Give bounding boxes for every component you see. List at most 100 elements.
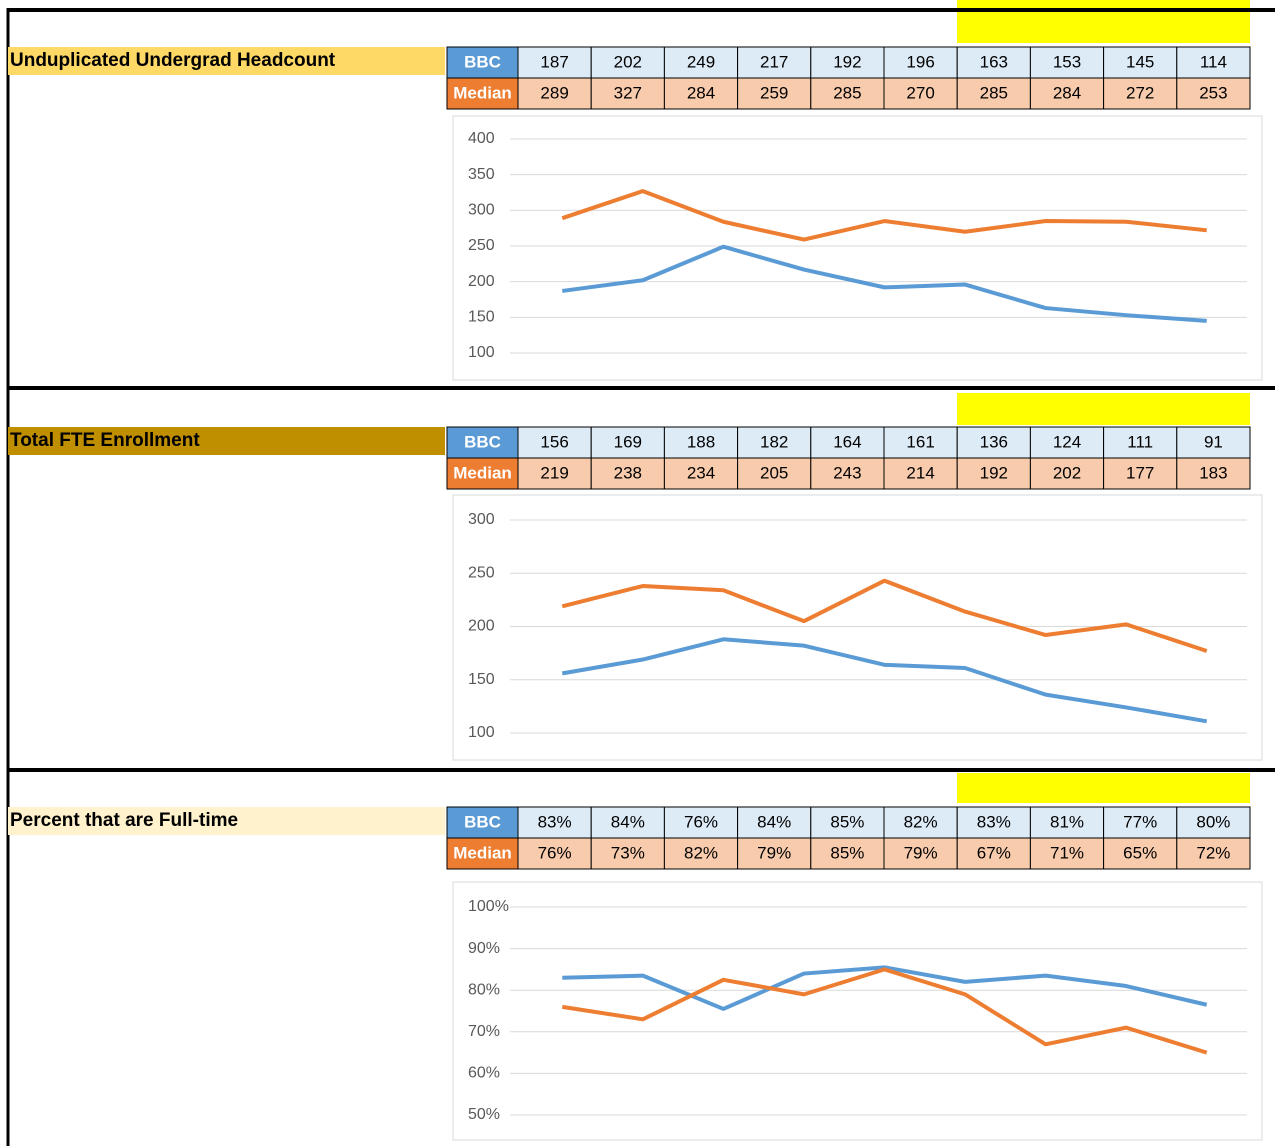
cell: 76% — [538, 843, 572, 862]
cell-bg — [517, 426, 592, 459]
cell: 188 — [687, 432, 715, 451]
cell: 72% — [1196, 843, 1230, 862]
cell-bg — [1029, 837, 1105, 870]
cell-bg — [737, 77, 812, 110]
row-head-bg — [446, 457, 519, 490]
cell: 217 — [760, 52, 788, 71]
cell: 192 — [980, 463, 1008, 482]
chart-box — [452, 494, 1263, 761]
series-line — [561, 189, 1207, 242]
cell-bg — [1176, 806, 1251, 839]
cell: 77% — [1123, 812, 1157, 831]
cell: 82% — [904, 812, 938, 831]
cell: 285 — [833, 83, 861, 102]
cell: 177 — [1126, 463, 1154, 482]
cell-bg — [737, 426, 812, 459]
cell: 238 — [614, 463, 642, 482]
cell-bg — [737, 837, 812, 870]
cell-bg — [810, 426, 885, 459]
cell: 84% — [611, 812, 645, 831]
cell-bg — [737, 46, 812, 79]
y-tick-label: 200 — [468, 618, 495, 635]
y-tick-label: 250 — [468, 237, 495, 254]
y-tick-label: 100% — [468, 898, 509, 915]
cell-bg — [590, 806, 665, 839]
cell: 114 — [1200, 52, 1227, 71]
chart-box — [452, 115, 1263, 381]
y-tick-label: 150 — [468, 671, 495, 688]
cell-bg — [956, 426, 1031, 459]
cell: 163 — [980, 52, 1008, 71]
cell-bg — [1103, 426, 1178, 459]
cell: 76% — [684, 812, 718, 831]
row-head: BBC — [464, 812, 501, 831]
section-label-bg — [8, 47, 445, 75]
cell-bg — [883, 457, 958, 490]
cell: 183 — [1199, 463, 1227, 482]
y-tick-label: 100 — [468, 724, 495, 741]
cell-bg — [1029, 806, 1105, 839]
cell: 91 — [1204, 432, 1223, 451]
cell-bg — [956, 77, 1031, 110]
cell: 79% — [904, 843, 938, 862]
y-tick-label: 70% — [468, 1023, 500, 1040]
cell-bg — [663, 457, 739, 490]
cell: 196 — [906, 52, 934, 71]
cell: 182 — [760, 432, 788, 451]
series-line — [561, 967, 1208, 1055]
cell-bg — [1176, 426, 1251, 459]
cell-bg — [810, 46, 885, 79]
cell-bg — [1176, 837, 1251, 870]
cell: 136 — [980, 432, 1008, 451]
cell: 67% — [977, 843, 1011, 862]
y-tick-label: 250 — [468, 564, 495, 581]
cell: 79% — [757, 843, 791, 862]
cell: 85% — [830, 843, 864, 862]
cell: 202 — [1053, 463, 1081, 482]
y-tick-label: 150 — [468, 309, 495, 326]
y-tick-label: 300 — [468, 202, 495, 219]
cell-bg — [1029, 77, 1105, 110]
cell-bg — [663, 837, 739, 870]
highlight — [957, 773, 1250, 803]
cell-bg — [590, 837, 665, 870]
y-tick-label: 50% — [468, 1106, 500, 1123]
cell-bg — [737, 457, 812, 490]
cell: 243 — [833, 463, 861, 482]
chart-box — [452, 881, 1263, 1141]
y-tick-label: 80% — [468, 981, 500, 998]
cell: 161 — [906, 432, 934, 451]
cell: 81% — [1050, 812, 1084, 831]
cell: 270 — [906, 83, 934, 102]
cell: 187 — [540, 52, 568, 71]
cell-bg — [737, 806, 812, 839]
row-head-bg — [446, 426, 519, 459]
row-head-bg — [446, 837, 519, 870]
cell-bg — [590, 426, 665, 459]
cell-bg — [663, 806, 739, 839]
row-head-bg — [446, 806, 519, 839]
row-head: Median — [453, 463, 512, 482]
highlight — [957, 0, 1250, 43]
cell: 214 — [906, 463, 934, 482]
row-head: Median — [453, 843, 512, 862]
y-tick-label: 400 — [468, 130, 495, 147]
cell: 164 — [833, 432, 861, 451]
cell: 219 — [540, 463, 568, 482]
cell-bg — [810, 457, 885, 490]
cell-bg — [1103, 77, 1178, 110]
y-tick-label: 90% — [468, 940, 500, 957]
cell: 285 — [980, 83, 1008, 102]
row-head: Median — [453, 83, 512, 102]
series-line — [562, 244, 1207, 323]
section-label: Total FTE Enrollment — [10, 430, 200, 451]
cell: 205 — [760, 463, 788, 482]
section-label-bg — [8, 427, 445, 455]
cell-bg — [1176, 77, 1251, 110]
y-tick-label: 300 — [468, 511, 495, 528]
y-tick-label: 350 — [468, 166, 495, 183]
series-line — [561, 637, 1208, 724]
cell: 284 — [1053, 83, 1081, 102]
cell-bg — [956, 806, 1031, 839]
cell-bg — [1176, 46, 1251, 79]
